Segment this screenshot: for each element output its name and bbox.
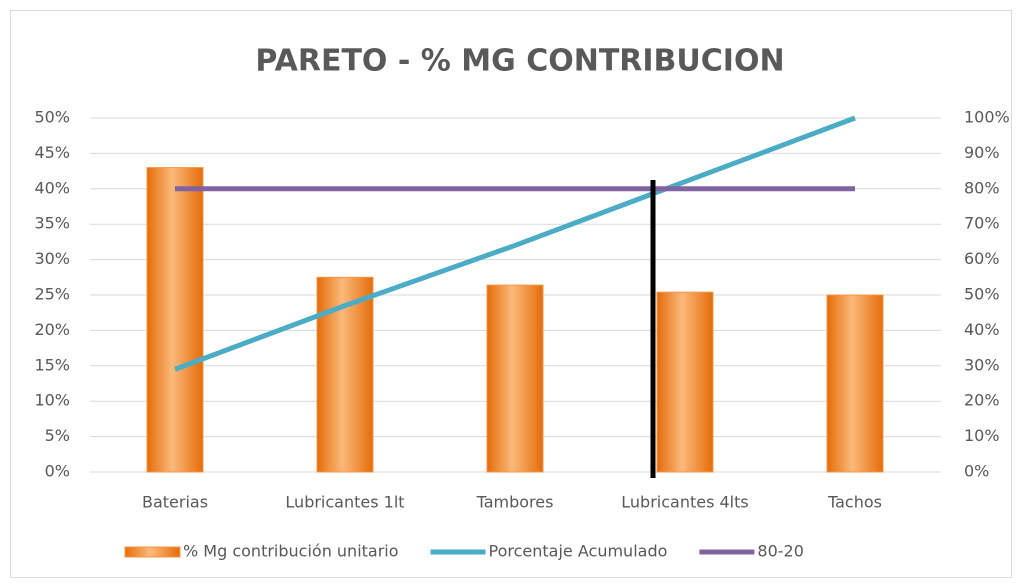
legend: % Mg contribución unitario Porcentaje Acu… [124,542,804,561]
bar [316,276,374,473]
y2-tick-label: 10% [964,426,1000,445]
line [174,115,856,372]
y2-tick-label: 60% [964,249,1000,268]
y2-tick-label: 50% [964,285,1000,304]
y2-tick-label: 80% [964,178,1000,197]
x-tick-label: Tambores [476,493,554,512]
plot: 0% 5% 10% 15% 20% 25% 30% 35% 40% 45% 50% 0% 10% 20% 3… [34,108,1009,512]
y-tick-label: 0% [45,462,70,481]
y-tick-label: 15% [34,355,70,374]
y2-tick-label: 0% [964,462,989,481]
bar [656,291,714,473]
y-tick-label: 30% [34,249,70,268]
y-tick-label: 40% [34,178,70,197]
legend-label: 80-20 [757,542,804,561]
y-tick-label: 50% [34,108,70,127]
y2-tick-label: 70% [964,214,1000,233]
y2-tick-label: 20% [964,391,1000,410]
chart-title: PARETO - % MG CONTRIBUCION [255,44,784,79]
y-tick-label: 25% [34,285,70,304]
x-tick-label: Baterias [142,493,208,512]
bar [826,294,884,473]
y2-tick-label: 40% [964,320,1000,339]
legend-label: % Mg contribución unitario [183,542,399,561]
y-tick-label: 35% [34,214,70,233]
y-tick-label: 10% [34,391,70,410]
bar [486,284,544,473]
legend-swatch [124,546,181,558]
legend-label: Porcentaje Acumulado [489,542,668,561]
x-tick-label: Tachos [827,493,882,512]
y-tick-label: 20% [34,320,70,339]
y2-tick-label: 90% [964,143,1000,162]
x-tick-label: Lubricantes 4lts [621,493,748,512]
y-tick-label: 5% [45,426,70,445]
bar [146,167,204,473]
y2-tick-label: 30% [964,355,1000,374]
x-tick-label: Lubricantes 1lt [285,493,404,512]
y2-tick-label: 100% [964,108,1010,127]
y-tick-label: 45% [34,143,70,162]
